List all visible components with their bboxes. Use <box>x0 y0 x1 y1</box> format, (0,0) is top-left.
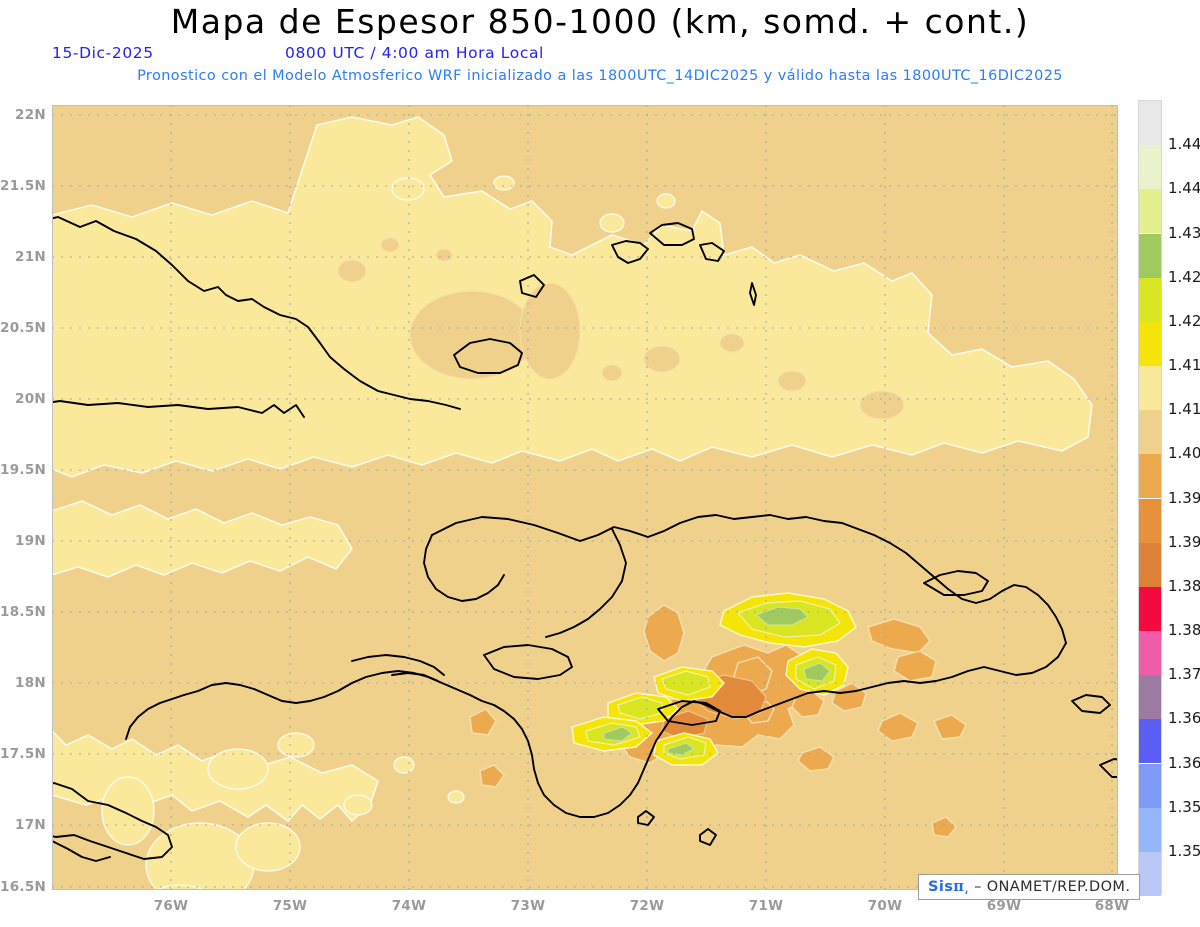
attribution-badge: Sisπ͵ – ONAMET/REP.DOM. <box>918 874 1141 900</box>
page-title: Mapa de Espesor 850-1000 (km, somd. + co… <box>170 2 1030 41</box>
colorbar-band <box>1139 719 1161 764</box>
colorbar-band <box>1139 410 1161 455</box>
lat-tick-label: 19N <box>15 533 46 549</box>
lat-tick-label: 16.5N <box>0 879 47 895</box>
band-1404-1410-inner <box>337 237 905 420</box>
band-1428-1434 <box>603 606 831 756</box>
colorbar-tick-label: 1.386 <box>1168 576 1200 595</box>
lon-tick-label: 72W <box>629 898 665 914</box>
lon-tick-label: 69W <box>986 898 1022 914</box>
colorbar-band <box>1139 321 1161 366</box>
colorbar-tick-label: 1.44 <box>1168 179 1200 198</box>
colorbar-band <box>1139 277 1161 322</box>
lon-tick-label: 70W <box>867 898 903 914</box>
colorbar-tick-label: 1.422 <box>1168 311 1200 330</box>
colorbar-band <box>1139 145 1161 190</box>
colorbar-tick-label: 1.392 <box>1168 532 1200 551</box>
attribution-suffix: – ONAMET/REP.DOM. <box>974 879 1131 895</box>
colorbar-tick-label: 1.368 <box>1168 709 1200 728</box>
colorbar-band <box>1139 233 1161 278</box>
colorbar-band <box>1139 454 1161 499</box>
colorbar-tick-label: 1.428 <box>1168 267 1200 286</box>
lat-tick-label: 17N <box>15 817 46 833</box>
thickness-contour-map <box>52 105 1118 890</box>
colorbar-band <box>1139 631 1161 676</box>
lat-tick-label: 21N <box>15 249 46 265</box>
colorbar-tick-label: 1.434 <box>1168 223 1200 242</box>
valid-time-label: 0800 UTC / 4:00 am Hora Local <box>285 44 544 62</box>
lon-tick-label: 75W <box>272 898 308 914</box>
lon-tick-label: 76W <box>153 898 189 914</box>
colorbar[interactable] <box>1138 100 1162 896</box>
colorbar-tick-label: 1.404 <box>1168 444 1200 463</box>
valid-date-label: 15-Dic-2025 <box>52 44 154 62</box>
colorbar-tick-label: 1.356 <box>1168 797 1200 816</box>
colorbar-band <box>1139 542 1161 587</box>
band-1410-1416 <box>52 116 1093 822</box>
colorbar-band <box>1139 366 1161 411</box>
colorbar-band <box>1139 807 1161 852</box>
colorbar-band <box>1139 675 1161 720</box>
colorbar-band <box>1139 189 1161 234</box>
lat-tick-label: 20N <box>15 391 46 407</box>
colorbar-tick-label: 1.35 <box>1168 841 1200 860</box>
colorbar-tick-label: 1.374 <box>1168 665 1200 684</box>
lon-tick-label: 71W <box>748 898 784 914</box>
band-1410-1416-patches <box>101 175 676 890</box>
lat-tick-label: 17.5N <box>0 746 47 762</box>
lat-tick-label: 20.5N <box>0 320 47 336</box>
colorbar-bands <box>1138 100 1162 896</box>
coastlines <box>52 216 1118 862</box>
lon-tick-label: 73W <box>510 898 546 914</box>
lat-tick-label: 21.5N <box>0 178 47 194</box>
lon-tick-label: 68W <box>1094 898 1130 914</box>
colorbar-tick-label: 1.41 <box>1168 400 1200 419</box>
lat-tick-label: 22N <box>15 107 46 123</box>
header: Mapa de Espesor 850-1000 (km, somd. + co… <box>0 0 1200 95</box>
colorbar-band <box>1139 763 1161 808</box>
gridlines <box>52 105 1118 890</box>
colorbar-tick-label: 1.398 <box>1168 488 1200 507</box>
lat-tick-label: 18N <box>15 675 46 691</box>
lat-tick-label: 18.5N <box>0 604 47 620</box>
attribution-prefix: Sis <box>928 879 954 895</box>
attribution-symbol: π͵ <box>953 878 970 895</box>
colorbar-band <box>1139 101 1161 146</box>
map-plot-area[interactable] <box>52 105 1118 890</box>
colorbar-band <box>1139 586 1161 631</box>
model-description-label: Pronostico con el Modelo Atmosferico WRF… <box>137 68 1063 84</box>
colorbar-tick-label: 1.416 <box>1168 356 1200 374</box>
colorbar-tick-label: 1.38 <box>1168 621 1200 639</box>
plot-border <box>52 105 1118 890</box>
lat-tick-label: 19.5N <box>0 462 47 478</box>
colorbar-tick-label: 1.446 <box>1168 135 1200 154</box>
colorbar-band <box>1139 851 1161 896</box>
colorbar-tick-label: 1.362 <box>1168 753 1200 772</box>
colorbar-band <box>1139 498 1161 543</box>
lon-tick-label: 74W <box>391 898 427 914</box>
